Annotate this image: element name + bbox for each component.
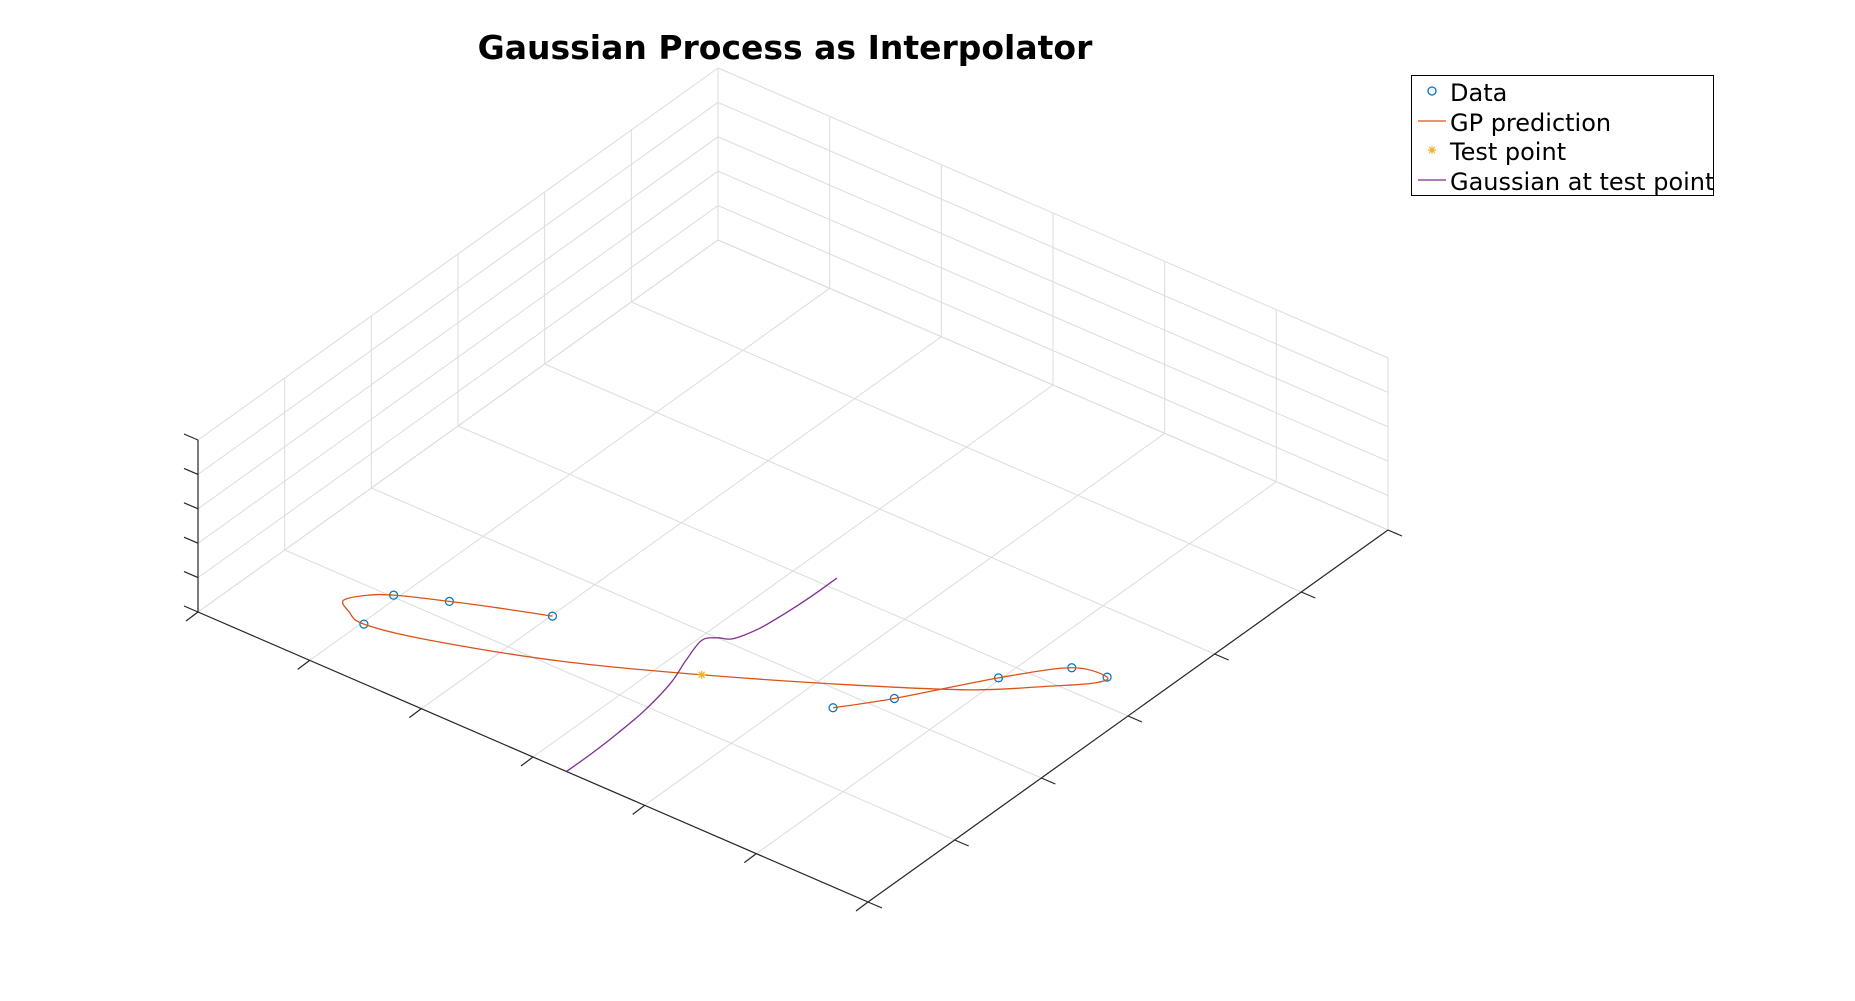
z-axis-tick bbox=[183, 571, 199, 579]
legend[interactable]: Data GP prediction Test point Gaussian a… bbox=[1411, 75, 1714, 196]
back-wall-grid-line bbox=[717, 136, 1389, 428]
x-axis-tick bbox=[520, 756, 534, 767]
side-wall-grid-line bbox=[197, 205, 719, 579]
floor-grid-line bbox=[631, 301, 1302, 593]
floor-grid-line bbox=[544, 363, 1215, 655]
side-wall-grid-line bbox=[197, 136, 719, 510]
series-layer bbox=[341, 577, 1112, 773]
back-wall-grid-line bbox=[717, 170, 1389, 462]
y-axis-tick bbox=[1387, 529, 1403, 537]
legend-item-gp-prediction[interactable]: GP prediction bbox=[1412, 107, 1713, 137]
data-marker bbox=[993, 673, 1004, 683]
chart-title: Gaussian Process as Interpolator bbox=[477, 28, 1093, 67]
z-axis-tick bbox=[183, 502, 199, 510]
y-axis-tick bbox=[1127, 715, 1143, 723]
data-marker bbox=[1102, 672, 1112, 682]
gaussian-at-test-point-line bbox=[566, 577, 838, 773]
legend-item-data[interactable]: Data bbox=[1412, 77, 1713, 107]
legend-label-gaussian: Gaussian at test point bbox=[1450, 168, 1715, 196]
x-axis-tick bbox=[743, 853, 757, 864]
side-wall-grid-line bbox=[197, 101, 719, 475]
legend-label-data: Data bbox=[1450, 79, 1508, 107]
legend-item-gaussian[interactable]: Gaussian at test point bbox=[1412, 166, 1715, 196]
legend-circle-icon bbox=[1427, 86, 1437, 96]
back-wall-grid-line bbox=[717, 205, 1389, 497]
back-wall-grid-line bbox=[717, 67, 1389, 359]
side-wall-grid-line bbox=[197, 170, 719, 544]
y-axis-tick bbox=[1041, 777, 1056, 785]
data-marker bbox=[889, 693, 900, 704]
y-axis-tick bbox=[867, 901, 883, 909]
grid-back-walls bbox=[197, 67, 1389, 613]
legend-line-icon bbox=[1418, 179, 1446, 181]
x-axis-tick bbox=[297, 659, 311, 670]
axes bbox=[183, 433, 1403, 912]
x-axis-tick bbox=[185, 611, 199, 622]
legend-label-gp-prediction: GP prediction bbox=[1450, 109, 1612, 137]
side-wall-grid-line bbox=[197, 67, 719, 441]
grid-floor bbox=[197, 239, 1389, 903]
z-axis-tick bbox=[183, 536, 199, 544]
legend-item-test-point[interactable]: Test point bbox=[1412, 136, 1713, 166]
gp-prediction-line bbox=[341, 593, 1109, 709]
test-point-marker bbox=[697, 670, 706, 679]
floor-grid-line bbox=[717, 239, 1389, 531]
legend-label-test-point: Test point bbox=[1450, 138, 1567, 166]
back-wall-grid-line bbox=[717, 101, 1389, 393]
legend-line-icon bbox=[1418, 120, 1446, 122]
y-axis-tick bbox=[1301, 591, 1316, 599]
y-axis-tick bbox=[954, 839, 969, 847]
x-axis-tick bbox=[855, 901, 869, 912]
x-axis-tick bbox=[632, 804, 646, 815]
floor-grid-line bbox=[644, 432, 1165, 806]
x-axis-tick bbox=[408, 708, 422, 719]
floor-grid-line bbox=[756, 481, 1277, 855]
z-axis-tick bbox=[183, 467, 199, 475]
legend-asterisk-icon bbox=[1428, 146, 1436, 154]
z-axis-tick bbox=[183, 433, 199, 441]
data-marker bbox=[359, 619, 369, 629]
z-axis-tick bbox=[183, 605, 199, 613]
y-axis-tick bbox=[1214, 653, 1229, 661]
